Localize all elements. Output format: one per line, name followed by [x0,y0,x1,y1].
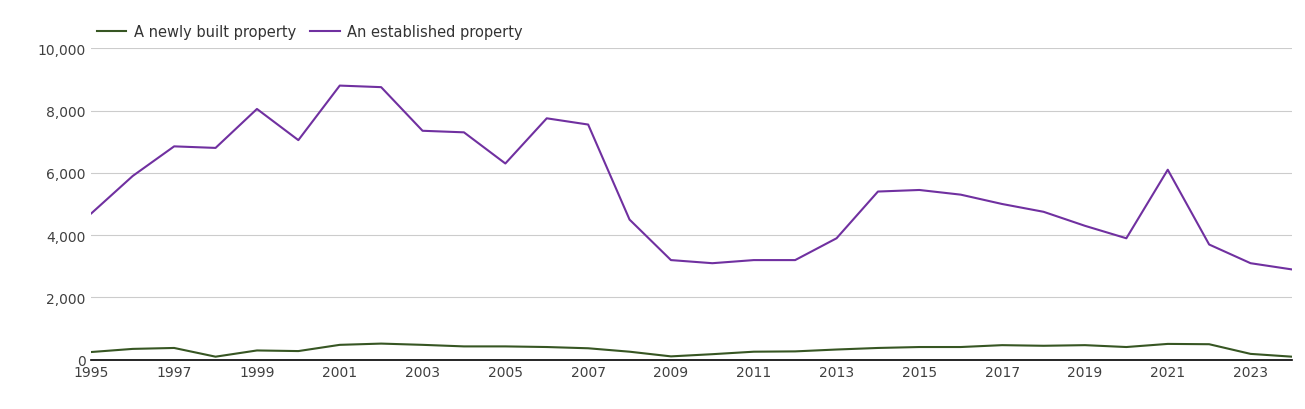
A newly built property [457,344,472,349]
A newly built property [621,349,637,354]
An established property [457,130,472,135]
An established property [166,144,181,149]
An established property [249,107,265,112]
A newly built property [870,346,886,351]
An established property [953,193,968,198]
An established property [207,146,223,151]
A newly built property [539,345,555,350]
An established property [291,138,307,143]
An established property [663,258,679,263]
An established property [1077,224,1092,229]
An established property [787,258,803,263]
An established property [497,162,513,166]
An established property [911,188,927,193]
A newly built property [166,346,181,351]
A newly built property [1077,343,1092,348]
A newly built property [415,343,431,348]
An established property [829,236,844,241]
An established property [705,261,720,266]
A newly built property [1036,344,1052,348]
A newly built property [663,354,679,359]
An established property [539,117,555,121]
A newly built property [1202,342,1218,347]
A newly built property [207,354,223,359]
A newly built property [787,349,803,354]
Legend: A newly built property, An established property: A newly built property, An established p… [91,19,529,46]
An established property [1202,243,1218,247]
A newly built property [746,349,762,354]
A newly built property [291,349,307,354]
An established property [1242,261,1258,266]
Line: A newly built property: A newly built property [91,344,1292,357]
A newly built property [994,343,1010,348]
A newly built property [705,352,720,357]
A newly built property [1284,354,1300,359]
A newly built property [829,347,844,352]
A newly built property [1118,345,1134,350]
An established property [373,85,389,90]
Line: An established property: An established property [91,86,1292,270]
An established property [1284,267,1300,272]
An established property [994,202,1010,207]
A newly built property [84,350,99,355]
A newly built property [1160,342,1176,346]
A newly built property [581,346,596,351]
An established property [1160,168,1176,173]
An established property [581,123,596,128]
A newly built property [911,345,927,350]
An established property [84,211,99,216]
An established property [621,218,637,222]
An established property [1036,210,1052,215]
An established property [415,129,431,134]
A newly built property [125,346,141,351]
An established property [1118,236,1134,241]
A newly built property [249,348,265,353]
A newly built property [1242,352,1258,357]
An established property [125,174,141,179]
A newly built property [953,345,968,350]
An established property [870,190,886,195]
A newly built property [373,341,389,346]
A newly built property [331,343,347,348]
An established property [331,84,347,89]
A newly built property [497,344,513,349]
An established property [746,258,762,263]
